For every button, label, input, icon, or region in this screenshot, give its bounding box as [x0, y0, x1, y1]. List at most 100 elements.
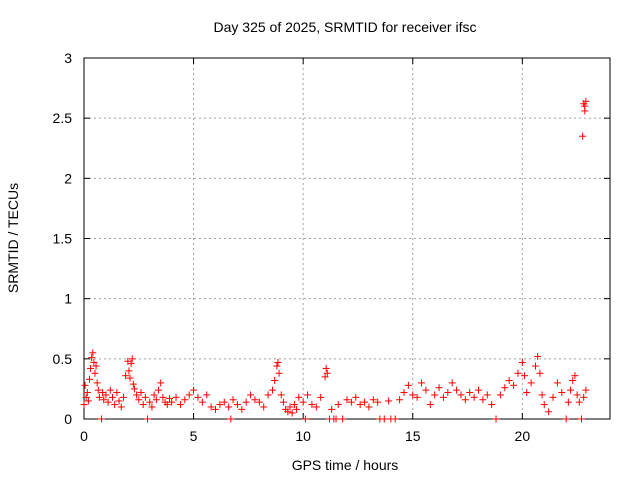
data-point: [129, 380, 137, 388]
data-point: [545, 408, 553, 416]
data-point: [418, 379, 426, 387]
data-point: [242, 398, 250, 406]
data-point: [290, 401, 298, 409]
data-point: [409, 391, 417, 399]
data-point: [293, 405, 301, 413]
data-point: [553, 379, 561, 387]
axes: 0 5 10 15 20 0 0.5 1 1.5 2 2.5 3: [53, 50, 611, 444]
chart-title: Day 325 of 2025, SRMTID for receiver ifs…: [214, 19, 477, 35]
data-point: [301, 415, 309, 423]
data-point: [579, 132, 587, 140]
data-point: [322, 364, 330, 372]
data-point: [492, 415, 500, 423]
y-tick-label: 1: [64, 291, 72, 307]
data-point: [126, 374, 134, 382]
data-point: [87, 364, 95, 372]
data-point: [159, 393, 167, 401]
data-point: [396, 396, 404, 404]
data-point: [98, 415, 106, 423]
y-axis-label: SRMTID / TECUs: [5, 183, 21, 293]
y-tick-label: 2: [64, 170, 72, 186]
data-point: [431, 391, 439, 399]
data-point: [569, 376, 577, 384]
data-point: [91, 369, 99, 377]
data-point: [203, 391, 211, 399]
data-point: [317, 393, 325, 401]
data-point: [106, 386, 114, 394]
x-tick-label: 10: [295, 428, 311, 444]
y-tick-label: 0.5: [53, 351, 73, 367]
data-point: [152, 396, 160, 404]
data-point: [332, 415, 340, 423]
data-point: [534, 352, 542, 360]
data-point: [391, 415, 399, 423]
data-point: [148, 403, 156, 411]
data-point: [128, 355, 136, 363]
data-point: [225, 403, 233, 411]
data-point: [564, 398, 572, 406]
data-point: [83, 389, 91, 397]
data-point: [125, 367, 133, 375]
data-point: [567, 386, 575, 394]
data-point: [279, 398, 287, 406]
data-point: [352, 393, 360, 401]
data-point: [400, 389, 408, 397]
data-point: [385, 397, 393, 405]
y-tick-label: 0: [64, 411, 72, 427]
data-point: [274, 358, 282, 366]
data-point: [102, 391, 110, 399]
data-point: [198, 398, 206, 406]
data-point: [457, 391, 465, 399]
data-point: [380, 415, 388, 423]
data-point: [168, 398, 176, 406]
data-point: [540, 401, 548, 409]
data-point: [299, 398, 307, 406]
data-point: [260, 403, 268, 411]
data-point: [501, 384, 509, 392]
data-point: [190, 386, 198, 394]
x-tick-label: 15: [405, 428, 421, 444]
data-point: [549, 393, 557, 401]
data-point: [439, 393, 447, 401]
data-point: [90, 358, 98, 366]
data-point: [582, 97, 590, 105]
data-point: [275, 369, 283, 377]
y-tick-label: 3: [64, 50, 72, 66]
data-point: [172, 393, 180, 401]
data-point: [582, 386, 590, 394]
data-point: [361, 398, 369, 406]
data-point: [308, 401, 316, 409]
data-point: [130, 385, 138, 393]
data-point: [339, 415, 347, 423]
data-point: [521, 372, 529, 380]
data-point: [81, 381, 89, 389]
data-point: [518, 358, 526, 366]
data-point: [119, 393, 127, 401]
data-point: [448, 379, 456, 387]
data-point: [163, 401, 171, 409]
data-point: [84, 397, 92, 405]
data-point: [146, 398, 154, 406]
data-point: [111, 401, 119, 409]
data-point: [295, 393, 303, 401]
data-point: [365, 403, 373, 411]
data-point: [531, 362, 539, 370]
data-point: [273, 362, 281, 370]
data-point: [141, 393, 149, 401]
data-point: [212, 405, 219, 413]
data-point: [328, 405, 336, 413]
data-point: [536, 369, 544, 377]
data-point: [80, 401, 88, 409]
data-point: [284, 408, 292, 416]
data-point: [155, 386, 163, 394]
data-point: [461, 396, 469, 404]
y-tick-label: 2.5: [53, 110, 73, 126]
data-point: [356, 401, 364, 409]
data-point: [286, 403, 294, 411]
data-point: [227, 415, 235, 423]
data-point: [157, 379, 165, 387]
data-point: [304, 391, 312, 399]
data-point: [233, 401, 241, 409]
y-tick-label: 1.5: [53, 231, 73, 247]
